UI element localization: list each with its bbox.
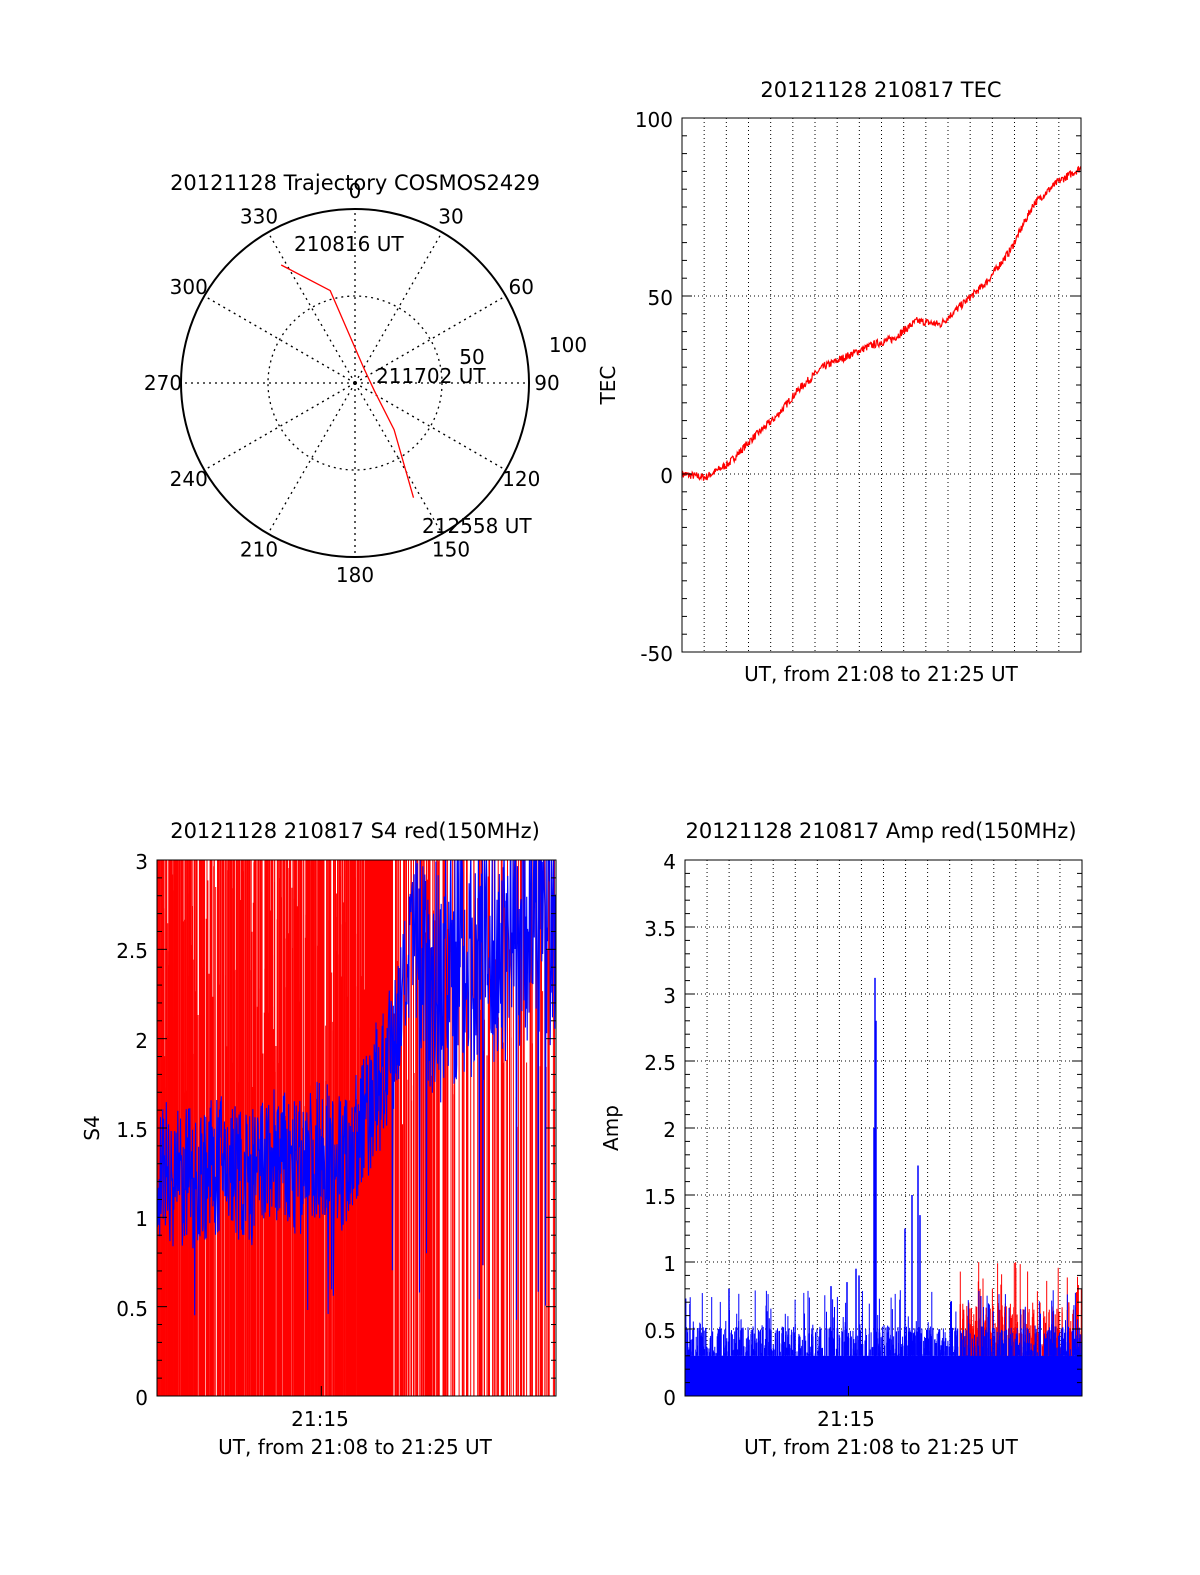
amp-ytick-0: 0 bbox=[663, 1386, 676, 1410]
s4-ytick-2: 2 bbox=[135, 1029, 148, 1053]
polar-angle-label-30: 30 bbox=[438, 205, 463, 229]
tec-title: 20121128 210817 TEC bbox=[760, 78, 1001, 102]
polar-spoke-300 bbox=[203, 295, 356, 384]
amp-ytick-1: 1 bbox=[663, 1252, 676, 1276]
polar-angle-label-90: 90 bbox=[534, 371, 559, 395]
amp-ytick-2-5: 2.5 bbox=[644, 1051, 676, 1075]
s4-ytick-2-5: 2.5 bbox=[116, 939, 148, 963]
polar-angle-label-180: 180 bbox=[336, 563, 374, 587]
amp-ytick-4: 4 bbox=[663, 850, 676, 874]
amp-xlabel: UT, from 21:08 to 21:25 UT bbox=[744, 1435, 1019, 1459]
polar-chart: 20121128 Trajectory COSMOS2429 0 30 60 90 12… bbox=[144, 171, 587, 587]
polar-angle-label-300: 300 bbox=[170, 275, 208, 299]
amp-blue-series bbox=[685, 977, 1082, 1396]
s4-blue-series bbox=[157, 860, 556, 1320]
s4-xlabel: UT, from 21:08 to 21:25 UT bbox=[218, 1435, 493, 1459]
s4-ytick-1-5: 1.5 bbox=[116, 1118, 148, 1142]
polar-spoke-60 bbox=[354, 295, 507, 384]
amp-grid bbox=[685, 860, 1082, 1396]
polar-angle-labels: 0 30 60 90 120 150 180 210 240 270 300 330 bbox=[144, 179, 560, 587]
polar-start-label: 210816 UT bbox=[294, 232, 404, 256]
amp-xtick-2115: 21:15 bbox=[817, 1407, 875, 1431]
amp-title: 20121128 210817 Amp red(150MHz) bbox=[685, 819, 1076, 843]
polar-spoke-30 bbox=[354, 231, 443, 384]
tec-series-line bbox=[681, 165, 1082, 482]
tec-xlabel: UT, from 21:08 to 21:25 UT bbox=[744, 662, 1019, 686]
polar-angle-label-120: 120 bbox=[502, 467, 540, 491]
polar-spoke-120 bbox=[354, 382, 507, 471]
s4-title: 20121128 210817 S4 red(150MHz) bbox=[170, 819, 540, 843]
amp-ytick-0-5: 0.5 bbox=[644, 1319, 676, 1343]
polar-spoke-210 bbox=[267, 382, 356, 535]
polar-angle-label-240: 240 bbox=[170, 467, 208, 491]
tec-ytick-50: 50 bbox=[648, 286, 673, 310]
polar-angle-label-0: 0 bbox=[349, 179, 362, 203]
s4-ytick-0-5: 0.5 bbox=[116, 1297, 148, 1321]
polar-angle-label-210: 210 bbox=[240, 537, 278, 561]
polar-spoke-330 bbox=[267, 231, 356, 384]
s4-ytick-0: 0 bbox=[135, 1386, 148, 1410]
s4-ticks bbox=[157, 859, 556, 1397]
polar-spoke-240 bbox=[203, 382, 356, 471]
s4-ylabel: S4 bbox=[80, 1115, 104, 1140]
tec-grid bbox=[682, 117, 1081, 652]
amp-ylabel: Amp bbox=[599, 1105, 623, 1151]
polar-angle-label-60: 60 bbox=[509, 275, 534, 299]
polar-track-line bbox=[280, 264, 415, 498]
s4-ytick-1: 1 bbox=[135, 1207, 148, 1231]
polar-ring-50 bbox=[267, 295, 443, 471]
amp-ytick-3-5: 3.5 bbox=[644, 917, 676, 941]
polar-angle-label-150: 150 bbox=[432, 537, 470, 561]
polar-radial-label-50: 50 bbox=[459, 345, 484, 369]
tec-ylabel: TEC bbox=[596, 366, 620, 406]
polar-mid-label: 211702 UT bbox=[376, 364, 486, 388]
polar-end-label: 212558 UT bbox=[422, 514, 532, 538]
polar-grid bbox=[181, 209, 529, 557]
polar-angle-label-270: 270 bbox=[144, 371, 182, 395]
amp-chart: 20121128 210817 Amp red(150MHz) 4 3.5 3 … bbox=[599, 819, 1083, 1459]
tec-chart: 20121128 210817 TEC 100 50 0 -50 TEC UT,… bbox=[596, 78, 1082, 686]
amp-ytick-2: 2 bbox=[663, 1118, 676, 1142]
polar-outer-circle bbox=[180, 208, 530, 558]
amp-blue-base bbox=[685, 1355, 1082, 1396]
tec-ticks bbox=[682, 117, 1081, 653]
tec-ytick-neg50: -50 bbox=[640, 642, 673, 666]
s4-ytick-3: 3 bbox=[135, 850, 148, 874]
amp-ytick-3: 3 bbox=[663, 984, 676, 1008]
polar-title: 20121128 Trajectory COSMOS2429 bbox=[170, 171, 540, 195]
tec-ytick-0: 0 bbox=[660, 464, 673, 488]
polar-radial-label-100: 100 bbox=[549, 333, 587, 357]
amp-ticks bbox=[685, 859, 1082, 1397]
polar-spoke-150 bbox=[354, 382, 443, 535]
polar-angle-label-330: 330 bbox=[240, 205, 278, 229]
tec-ytick-100: 100 bbox=[635, 108, 673, 132]
s4-xtick-2115: 21:15 bbox=[291, 1407, 349, 1431]
amp-ytick-1-5: 1.5 bbox=[644, 1185, 676, 1209]
s4-chart: 20121128 210817 S4 red(150MHz) 3 2.5 2 1… bbox=[80, 819, 557, 1459]
